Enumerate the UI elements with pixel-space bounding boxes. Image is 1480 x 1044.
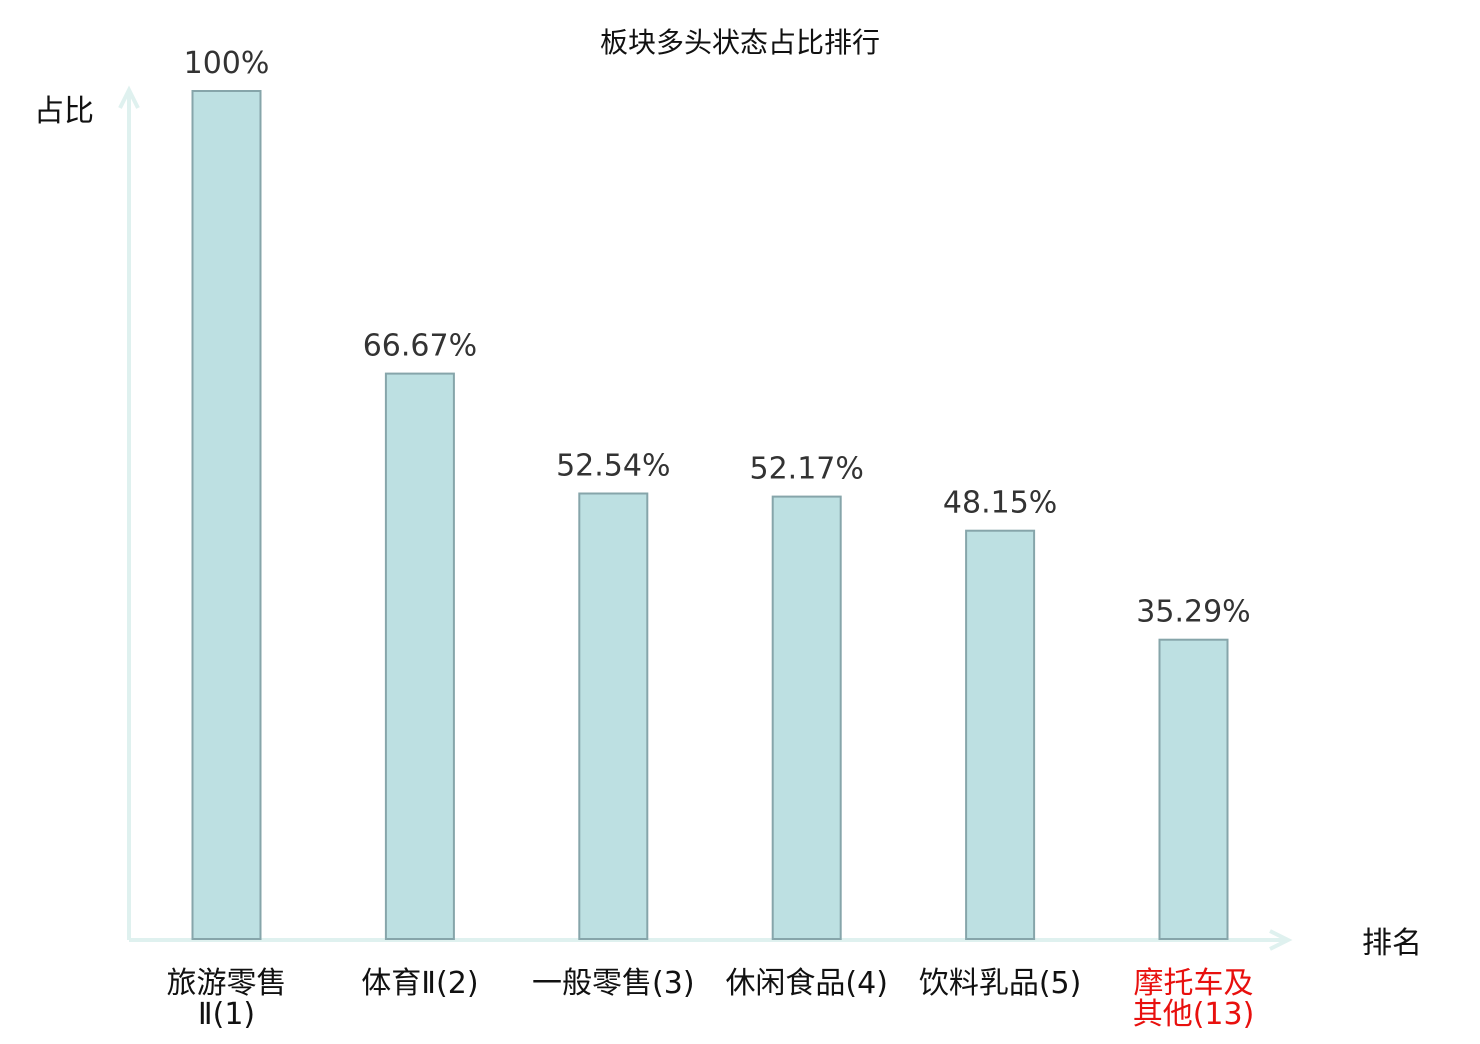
bar <box>771 495 842 940</box>
y-axis-label: 占比 <box>34 94 94 129</box>
category-tick-label: 一般零售(3) <box>532 966 695 1001</box>
bar-value-label: 52.17% <box>750 452 864 487</box>
axes <box>118 85 1293 951</box>
category-tick-label: 体育Ⅱ(2) <box>361 966 478 1001</box>
bar-value-label: 48.15% <box>943 486 1057 521</box>
bar <box>384 372 455 941</box>
bar-value-label: 66.67% <box>363 329 477 364</box>
value-labels: 100% 66.67% 52.54% 52.17% 48.15% 35.29% <box>184 46 1251 630</box>
bars <box>191 90 1229 941</box>
x-axis-arrowhead <box>1269 929 1293 951</box>
category-tick-label: 其他(13) <box>1133 997 1255 1032</box>
bar-value-label: 52.54% <box>556 449 670 484</box>
category-tick-label: 旅游零售 <box>167 966 287 1001</box>
category-tick-label: 休闲食品(4) <box>725 966 888 1001</box>
chart-title: 板块多头状态占比排行 <box>600 26 880 59</box>
category-tick-label: 摩托车及 <box>1134 966 1254 1001</box>
bar-value-label: 100% <box>184 46 270 81</box>
x-axis-label: 排名 <box>1362 926 1422 961</box>
y-axis-arrowhead <box>118 85 140 109</box>
bar <box>1158 638 1229 940</box>
bar <box>578 492 649 940</box>
bar <box>965 529 1036 940</box>
bar-value-label: 35.29% <box>1136 595 1250 630</box>
bar <box>191 90 262 940</box>
category-tick-label: 饮料乳品(5) <box>919 966 1082 1001</box>
category-tick-label: Ⅱ(1) <box>198 997 255 1032</box>
